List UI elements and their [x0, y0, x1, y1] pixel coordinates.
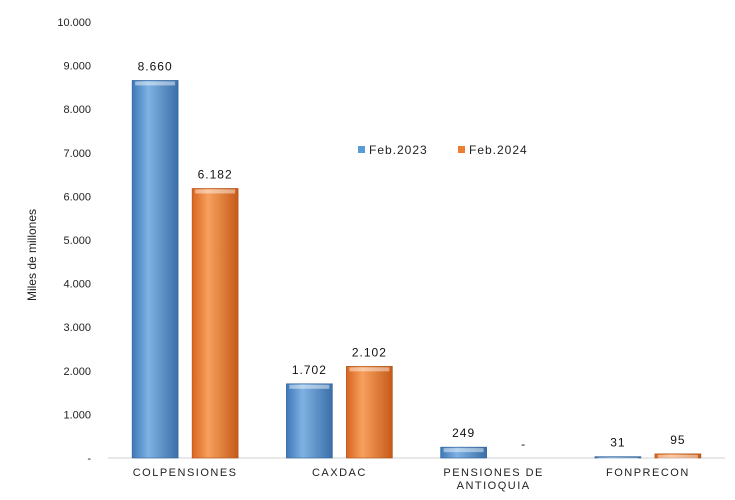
y-tick-label: 4.000	[63, 279, 91, 291]
bar-feb-2023-3	[594, 456, 642, 459]
data-label: 1.702	[292, 363, 327, 377]
data-label: 8.660	[138, 59, 173, 73]
bar-feb-2023-2	[440, 446, 487, 459]
legend: Feb.2023 Feb.2024	[358, 143, 528, 157]
y-axis: - 1.000 2.000 3.000 4.000 5.000 6.000 7.000 8.00…	[57, 17, 725, 465]
bar-feb-2023-1	[286, 383, 333, 459]
bar-bevel	[443, 448, 484, 453]
y-tick-label: -	[87, 453, 91, 465]
bar-bevel	[657, 454, 698, 459]
x-category-label: COLPENSIONES	[133, 467, 238, 479]
data-label: 249	[452, 426, 475, 440]
y-tick-label: 1.000	[63, 409, 91, 421]
data-label: 2.102	[352, 345, 387, 359]
x-category-label: CAXDAC	[312, 467, 367, 479]
y-tick-label: 5.000	[63, 235, 91, 247]
data-label: -	[521, 437, 526, 451]
data-label: 95	[670, 433, 685, 447]
bar-bevel	[349, 367, 390, 372]
y-tick-label: 3.000	[63, 322, 91, 334]
y-tick-label: 2.000	[63, 366, 91, 378]
bar-feb-2023-0	[131, 80, 179, 459]
legend-swatch	[458, 146, 465, 153]
y-tick-label: 6.000	[63, 191, 91, 203]
y-tick-label: 7.000	[63, 148, 91, 160]
legend-entry: Feb.2023	[369, 143, 428, 157]
y-axis-label: Miles de millones	[25, 209, 39, 301]
x-category-label: ANTIOQUIA	[457, 480, 531, 492]
bar-bevel	[597, 457, 638, 459]
bar-bevel	[195, 189, 236, 194]
bar-bevel	[135, 81, 176, 86]
data-label: 6.182	[198, 167, 233, 181]
bar-bevel	[289, 384, 330, 389]
legend-swatch	[358, 146, 365, 153]
data-labels: 8.660 6.182 1.702 2.102 249 - 31 95	[138, 59, 685, 451]
x-category-label: FONPRECON	[606, 467, 690, 479]
data-label: 31	[610, 436, 625, 450]
bar-feb-2024-1	[346, 366, 393, 459]
x-category-label: PENSIONES DE	[443, 467, 544, 479]
y-tick-label: 8.000	[63, 104, 91, 116]
y-tick-label: 10.000	[57, 17, 91, 29]
bars	[131, 80, 702, 459]
y-tick-label: 9.000	[63, 61, 91, 73]
bar-feb-2024-3	[654, 453, 702, 459]
bar-feb-2024-0	[191, 188, 239, 459]
legend-entry: Feb.2024	[469, 143, 528, 157]
